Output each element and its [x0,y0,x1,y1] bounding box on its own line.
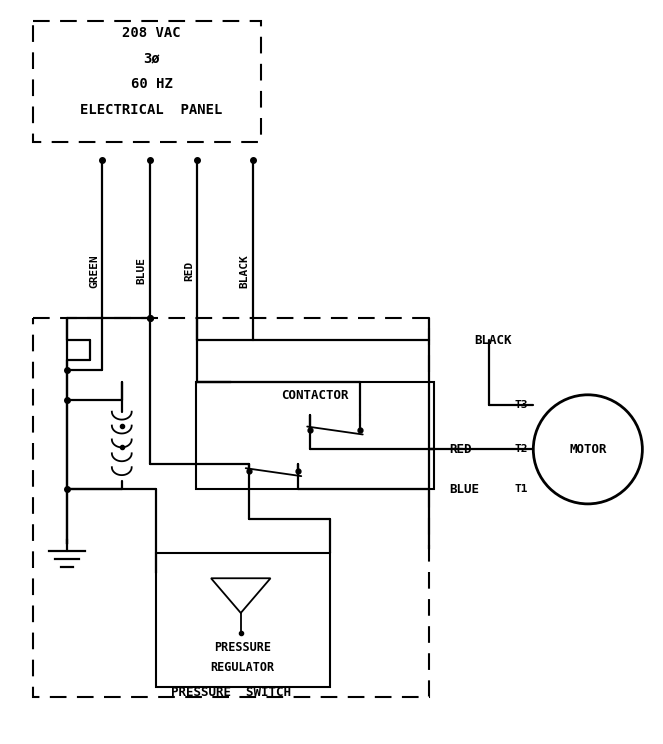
Text: 60 HZ: 60 HZ [131,77,172,92]
Text: PRESSURE: PRESSURE [214,641,271,654]
Text: T1: T1 [515,484,528,494]
Text: PRESSURE  SWITCH: PRESSURE SWITCH [171,686,291,699]
Bar [32,318,429,697]
Text: ELECTRICAL  PANEL: ELECTRICAL PANEL [80,103,223,118]
Text: REGULATOR: REGULATOR [211,661,274,674]
Text: BLUE: BLUE [449,483,479,496]
Text: RED: RED [449,443,471,456]
Bar [156,554,330,687]
Bar [32,21,261,142]
Text: RED: RED [184,260,194,281]
Text: CONTACTOR: CONTACTOR [281,389,349,403]
Text: GREEN: GREEN [89,254,99,288]
Text: BLACK: BLACK [474,334,511,347]
Text: 208 VAC: 208 VAC [122,26,181,40]
Text: T3: T3 [515,400,528,410]
Text: BLUE: BLUE [137,257,147,284]
Text: MOTOR: MOTOR [569,443,607,456]
Text: BLACK: BLACK [240,254,250,288]
Text: 3ø: 3ø [143,51,160,65]
Text: T2: T2 [515,444,528,455]
Bar [196,382,434,489]
